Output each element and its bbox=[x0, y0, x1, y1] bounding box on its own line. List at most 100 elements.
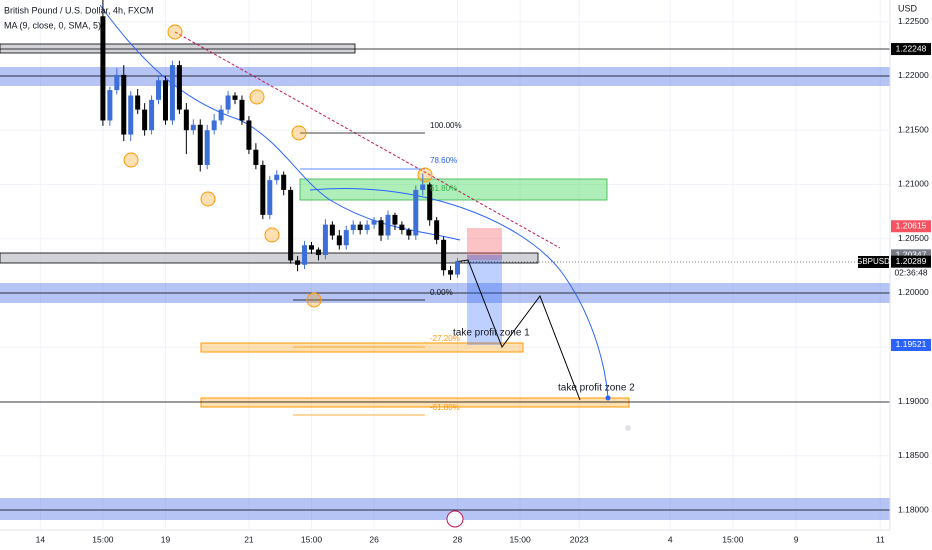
candle-body bbox=[149, 99, 155, 131]
candle-body bbox=[267, 180, 273, 215]
y-tick-label: 1.19000 bbox=[898, 396, 929, 406]
fib-label: 61.80% bbox=[430, 184, 457, 193]
swing-circle bbox=[167, 24, 183, 40]
x-tick-label: 14 bbox=[36, 534, 46, 544]
x-tick-label: 21 bbox=[244, 534, 254, 544]
x-tick-label: 19 bbox=[161, 534, 171, 544]
candle-body bbox=[371, 220, 377, 225]
candle-body bbox=[378, 220, 384, 236]
candle-body bbox=[427, 184, 433, 221]
candle-body bbox=[239, 99, 245, 121]
candle-body bbox=[343, 230, 349, 246]
drawings bbox=[0, 4, 890, 528]
price-badge bbox=[891, 43, 931, 56]
candle-body bbox=[281, 174, 287, 190]
candle-body bbox=[107, 90, 113, 121]
candle-body bbox=[190, 124, 196, 131]
swing-circle bbox=[291, 125, 307, 141]
y-tick-label: 1.18000 bbox=[898, 504, 929, 514]
currency-label: USD bbox=[898, 3, 918, 13]
indicator-label: MA (9, close, 0, SMA, 5) bbox=[4, 20, 101, 30]
candle-body bbox=[295, 260, 301, 265]
candle-body bbox=[211, 120, 217, 131]
x-tick-label: 4 bbox=[668, 534, 673, 544]
zone-box bbox=[0, 43, 356, 54]
candle-body bbox=[357, 224, 363, 231]
candle-body bbox=[406, 230, 412, 236]
candle-body bbox=[218, 109, 224, 121]
y-tick-label: 1.20000 bbox=[898, 287, 929, 297]
x-tick-label: 15:00 bbox=[509, 534, 531, 544]
annotations: 100.00% 78.60% 61.80% 0.00% -27.20% -61.… bbox=[430, 121, 635, 412]
price-badge bbox=[891, 249, 931, 262]
y-tick-label: 1.20500 bbox=[898, 233, 929, 243]
candle-body bbox=[309, 245, 314, 250]
candle-body bbox=[448, 270, 454, 275]
trend-line bbox=[174, 31, 561, 249]
time-axis bbox=[0, 530, 890, 550]
x-tick-label: 15:00 bbox=[301, 534, 323, 544]
price-badge-label: 1.22248 bbox=[896, 43, 927, 53]
x-tick-label: 15:00 bbox=[722, 534, 744, 544]
candle-body bbox=[441, 239, 447, 271]
candle-body bbox=[260, 164, 266, 215]
zone-box bbox=[200, 342, 524, 353]
candle-body bbox=[121, 74, 127, 135]
candle-body bbox=[302, 245, 308, 265]
annotation: take profit zone 1 bbox=[453, 328, 530, 339]
candle-body bbox=[322, 224, 328, 256]
candle-body bbox=[114, 74, 120, 91]
candle-body bbox=[176, 65, 182, 110]
candle-body bbox=[225, 95, 231, 110]
candle-body bbox=[274, 174, 280, 181]
candle-body bbox=[135, 95, 141, 110]
fib-label: 0.00% bbox=[430, 288, 453, 297]
candle-body bbox=[232, 95, 238, 100]
event-icon bbox=[446, 510, 464, 528]
candles bbox=[100, 0, 461, 280]
x-tick-label: 26 bbox=[369, 534, 379, 544]
swing-circle bbox=[200, 191, 216, 207]
x-tick-label: 9 bbox=[794, 534, 799, 544]
swing-markers bbox=[123, 24, 433, 308]
candle-body bbox=[350, 224, 356, 231]
axes: 1.22500 1.22000 1.21500 1.21000 1.20500 1.200… bbox=[36, 16, 931, 544]
reward-box bbox=[467, 255, 502, 345]
risk-box bbox=[467, 228, 502, 260]
swing-circle bbox=[123, 152, 139, 168]
price-badge-label: 1.20347 bbox=[896, 250, 927, 260]
candle-body bbox=[364, 224, 370, 231]
candle-body bbox=[385, 214, 391, 236]
price-badge bbox=[891, 255, 931, 268]
candle-body bbox=[204, 130, 210, 165]
candle-body bbox=[329, 224, 335, 236]
y-tick-label: 1.18500 bbox=[898, 450, 929, 460]
swing-circle bbox=[306, 292, 322, 308]
candle-body bbox=[455, 261, 461, 275]
chart-title: British Pound / U.S. Dollar, 4h, FXCM bbox=[4, 5, 154, 15]
y-tick-label: 1.22500 bbox=[898, 16, 929, 26]
candle-body bbox=[434, 220, 440, 240]
candle-body bbox=[420, 184, 426, 190]
x-tick-label: 28 bbox=[453, 534, 463, 544]
symbol-label: GBPUSD bbox=[856, 257, 890, 266]
candle-body bbox=[413, 189, 419, 236]
dot bbox=[625, 425, 631, 431]
price-badge bbox=[891, 220, 931, 233]
projection-curve bbox=[309, 187, 609, 399]
candle-body bbox=[128, 95, 134, 135]
candle-body bbox=[156, 80, 162, 100]
zone-box bbox=[200, 397, 630, 408]
candle-body bbox=[142, 109, 148, 131]
price-badge-label: 1.19521 bbox=[896, 339, 927, 349]
x-tick-label: 2023 bbox=[570, 534, 589, 544]
countdown: 02:36:48 bbox=[894, 267, 927, 277]
curve-end bbox=[605, 395, 611, 401]
y-tick-label: 1.21500 bbox=[898, 124, 929, 134]
fib-label: 100.00% bbox=[430, 121, 462, 130]
y-tick-label: 1.22000 bbox=[898, 70, 929, 80]
zone-box bbox=[0, 67, 890, 86]
fib-label: -27.20% bbox=[430, 334, 460, 343]
swing-circle bbox=[417, 167, 433, 183]
